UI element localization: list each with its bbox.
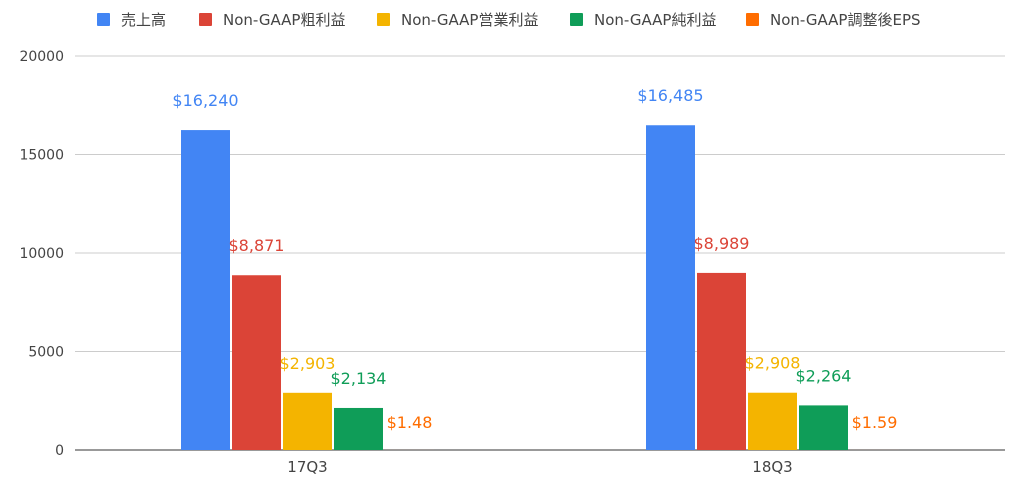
legend-item: Non-GAAP純利益 bbox=[570, 11, 716, 29]
data-labels: $16,240 $8,871 $2,903$2,134 $1.48 $16,485 $8,… bbox=[172, 86, 897, 432]
bar bbox=[748, 392, 797, 450]
y-tick-label: 20000 bbox=[19, 49, 64, 65]
legend-label: 売上高 bbox=[121, 11, 166, 29]
legend-label: Non-GAAP調整後EPS bbox=[770, 11, 921, 29]
y-tick-label: 0 bbox=[55, 443, 64, 459]
bar bbox=[646, 125, 695, 451]
bar bbox=[283, 392, 332, 450]
bar bbox=[181, 130, 230, 450]
data-label: $8,871 bbox=[229, 236, 285, 255]
legend-swatch bbox=[199, 13, 212, 26]
legend-swatch bbox=[377, 13, 390, 26]
legend-swatch bbox=[746, 13, 759, 26]
y-tick-label: 5000 bbox=[28, 345, 64, 361]
legend-label: Non-GAAP粗利益 bbox=[223, 11, 345, 29]
legend-item: 売上高 bbox=[97, 11, 166, 29]
data-label: $1.59 bbox=[852, 413, 898, 432]
legend-swatch bbox=[97, 13, 110, 26]
bars bbox=[181, 125, 899, 451]
x-tick-label: 18Q3 bbox=[752, 458, 792, 476]
y-tick-label: 10000 bbox=[19, 246, 64, 262]
y-tick-label: 15000 bbox=[19, 148, 64, 164]
data-label: $2,903 bbox=[280, 354, 336, 373]
bar bbox=[232, 275, 281, 450]
data-label: $1.48 bbox=[387, 413, 433, 432]
data-label: $2,264 bbox=[796, 366, 852, 385]
data-label: $8,989 bbox=[694, 234, 750, 253]
data-label: $16,240 bbox=[172, 91, 238, 110]
legend-item: Non-GAAP粗利益 bbox=[199, 11, 345, 29]
legend-item: Non-GAAP調整後EPS bbox=[746, 11, 921, 29]
data-label: $2,134 bbox=[331, 369, 387, 388]
x-tick-label: 17Q3 bbox=[287, 458, 327, 476]
data-label: $2,908 bbox=[745, 354, 801, 373]
legend-label: Non-GAAP営業利益 bbox=[401, 11, 538, 29]
chart-legend: 売上高 Non-GAAP粗利益 Non-GAAP営業利益 Non-GAAP純利益 Non… bbox=[97, 11, 921, 29]
legend-swatch bbox=[570, 13, 583, 26]
y-axis: 0 5000 10000 15000 20000 bbox=[19, 49, 64, 459]
bar bbox=[697, 272, 746, 450]
legend-label: Non-GAAP純利益 bbox=[594, 11, 716, 29]
x-axis: 17Q3 18Q3 bbox=[287, 458, 792, 476]
bar bbox=[799, 405, 848, 450]
legend-item: Non-GAAP営業利益 bbox=[377, 11, 538, 29]
bar bbox=[334, 407, 383, 450]
data-label: $16,485 bbox=[637, 86, 703, 105]
